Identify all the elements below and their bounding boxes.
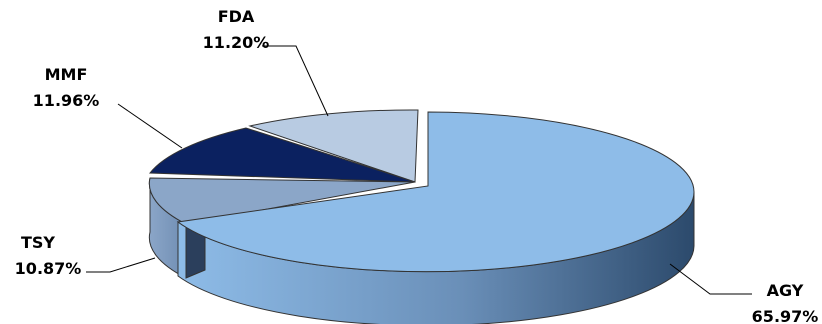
pie-slice-mmf [149,127,416,183]
leader-line-mmf [117,103,183,149]
data-label-tsy-value: 10.87% [15,259,82,278]
data-label-agy-value: 65.97% [752,307,819,324]
pie-slice-fda [248,109,419,183]
leader-line-agy [669,263,752,295]
leader-line-fda [262,45,329,117]
pie-slice-agy [176,111,695,273]
data-label-mmf-name: MMF [45,65,88,84]
data-label-mmf-value: 11.96% [33,91,100,110]
data-label-fda-name: FDA [218,7,255,26]
data-label-tsy-name: TSY [21,233,55,252]
data-label-agy-name: AGY [767,281,804,300]
data-label-fda-value: 11.20% [203,33,270,52]
leader-line-tsy [86,257,156,273]
